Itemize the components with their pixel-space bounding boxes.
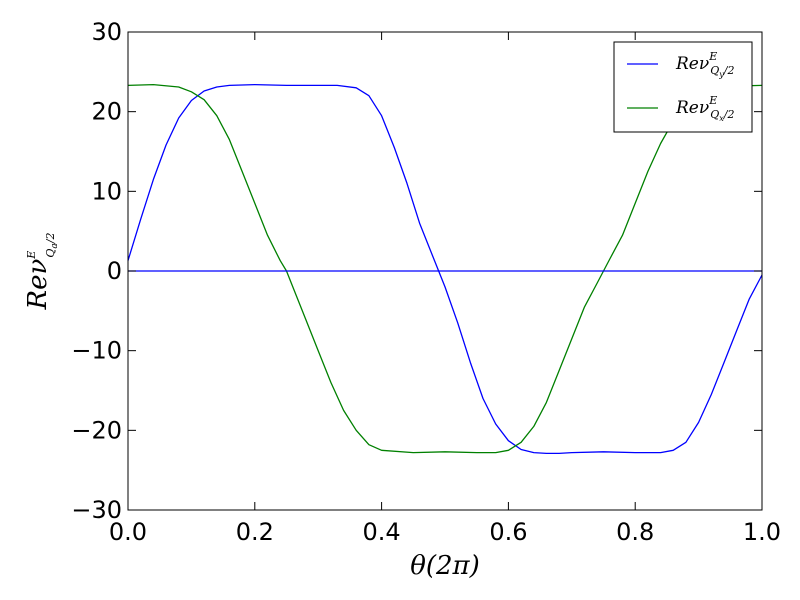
y-axis-label-sub-tail: /2	[44, 233, 57, 245]
legend-label-1-sub: Q	[710, 64, 719, 77]
y-axis-label: ReνE Qa/2	[23, 233, 60, 311]
x-tick-label: 0.4	[363, 518, 401, 546]
legend-label-2-sub-index: x	[719, 114, 724, 123]
y-axis-label-sub: Q	[44, 249, 57, 258]
legend-label-1-sub-tail: /2	[723, 64, 735, 77]
legend-label-2-base: Reν	[675, 98, 709, 118]
y-tick-label: 30	[91, 18, 122, 46]
y-axis-label-sup: E	[25, 251, 38, 260]
y-tick-label: 0	[107, 257, 122, 285]
legend-label-1-sub-index: y	[718, 70, 724, 79]
series-line-1	[127, 83, 763, 455]
y-tick-label: 20	[91, 98, 122, 126]
y-axis-label-base: Reν	[23, 259, 53, 311]
x-tick-label: 1.0	[743, 518, 781, 546]
y-tick-label: −30	[71, 496, 122, 524]
y-tick-label: −20	[71, 416, 122, 444]
legend: ReνE Qy/2 ReνE Qx/2	[613, 41, 753, 133]
y-tick-label: −10	[71, 337, 122, 365]
legend-label-series-2: ReνE Qx/2	[675, 94, 735, 123]
x-tick-label: 0.0	[109, 518, 147, 546]
axis-ticks	[127, 31, 763, 511]
x-tick-label: 0.8	[616, 518, 654, 546]
legend-label-2-sub: Q	[710, 108, 719, 121]
y-tick-label: 10	[91, 177, 122, 205]
axis-tick-labels: 0.0 0.2 0.4 0.6 0.8 1.0 −30 −20 −10 0 10 20 30	[71, 18, 781, 546]
plot-lines	[127, 83, 763, 455]
legend-label-1-sup: E	[708, 50, 717, 63]
legend-label-1-base: Reν	[675, 54, 709, 74]
series-line-2	[127, 83, 763, 454]
x-tick-label: 0.6	[489, 518, 527, 546]
legend-label-2-sub-tail: /2	[723, 108, 735, 121]
legend-box	[613, 41, 753, 133]
y-axis-label-sub-index: a	[50, 243, 60, 248]
legend-label-2-sup: E	[708, 94, 717, 107]
legend-label-series-1: ReνE Qy/2	[675, 50, 735, 79]
x-axis-label: θ(2π)	[410, 551, 480, 581]
x-tick-label: 0.2	[236, 518, 274, 546]
